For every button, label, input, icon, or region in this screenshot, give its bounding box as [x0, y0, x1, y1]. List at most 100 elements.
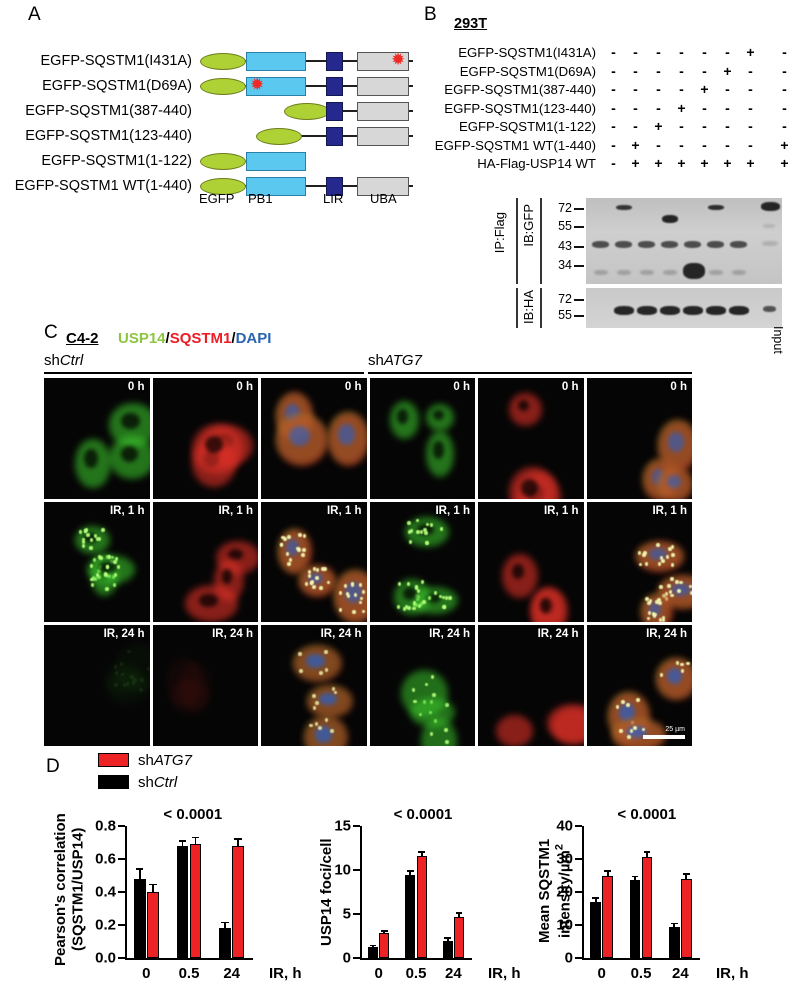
condition-row: EGFP-SQSTM1(D69A) - - - - - + - - — [420, 63, 800, 81]
foci-dot — [298, 652, 302, 657]
micrograph-timepoint: IR, 1 h — [652, 504, 687, 517]
foci-dot — [407, 530, 411, 535]
bar — [379, 933, 390, 958]
condition-signs: - - - + - - - - — [603, 100, 793, 118]
construct-diagram: ✹ — [198, 48, 420, 74]
blot-band — [662, 215, 678, 223]
foci-dot — [324, 717, 329, 722]
mw-marker: 72 — [558, 292, 572, 306]
foci-dot — [422, 599, 426, 604]
mw-tick — [574, 299, 584, 301]
mw-tick — [574, 226, 584, 228]
sign-minus: - — [782, 118, 787, 134]
y-tick — [353, 825, 360, 827]
foci-dot — [414, 585, 418, 590]
micrograph-cell: IR, 1 h — [586, 501, 692, 623]
y-tick-label: 0.4 — [95, 883, 116, 901]
micrograph-timepoint: IR, 1 h — [326, 504, 362, 517]
foci-dot — [312, 705, 317, 710]
domain-lir — [326, 127, 343, 146]
fluorescence-blob — [289, 425, 310, 446]
nucleus-region — [521, 478, 539, 497]
foci-dot — [81, 543, 86, 548]
foci-dot — [116, 565, 121, 569]
x-tick-label: 0.5 — [630, 965, 652, 982]
construct-diagram — [198, 98, 420, 124]
foci-dot — [444, 727, 448, 732]
blot-band — [640, 270, 654, 275]
x-tick-label: 0 — [374, 965, 383, 982]
y-tick — [118, 825, 125, 827]
fluorescence-blob — [318, 692, 337, 706]
foci-dot — [671, 552, 675, 557]
micrograph-cell: 0 h — [44, 378, 150, 499]
sign-minus: - — [611, 136, 616, 153]
micrograph-timepoint: 0 h — [236, 381, 253, 393]
ip-flag-label: IP:Flag — [492, 212, 507, 254]
foci-dot — [318, 726, 322, 731]
bar — [147, 892, 159, 958]
domain-uba — [357, 52, 409, 71]
foci-dot — [99, 555, 103, 560]
foci-dot — [120, 662, 124, 666]
foci-dot — [425, 540, 430, 545]
foci-dot — [619, 728, 623, 733]
shatg7-prefix: sh — [368, 352, 384, 369]
sign-minus: - — [702, 44, 707, 60]
foci-dot — [448, 595, 452, 600]
condition-row-label: EGFP-SQSTM1(I431A) — [458, 45, 596, 61]
condition-row-label: EGFP-SQSTM1 WT(1-440) — [434, 137, 596, 153]
blot-band — [617, 270, 631, 275]
foci-dot — [429, 523, 434, 527]
foci-dot — [104, 571, 108, 576]
fluorescence-blob — [618, 703, 636, 723]
construct-backbone — [300, 135, 413, 137]
foci-dot — [131, 680, 136, 685]
foci-dot — [361, 609, 365, 614]
sign-plus: + — [654, 118, 663, 134]
domain-uba — [357, 102, 409, 121]
foci-dot — [658, 601, 662, 606]
construct-label: EGFP-SQSTM1(123-440) — [25, 128, 192, 144]
foci-dot — [113, 665, 117, 669]
sign-plus: + — [746, 44, 755, 60]
y-tick-label: 0.0 — [95, 949, 116, 967]
error-bar — [458, 913, 460, 917]
construct-row: EGFP-SQSTM1(I431A) ✹ — [0, 48, 420, 74]
sign-plus: + — [631, 136, 640, 153]
nucleus-region — [199, 593, 219, 607]
micrograph-cell: 0 h — [152, 378, 258, 499]
foci-dot — [279, 542, 283, 547]
error-bar — [634, 877, 636, 881]
sign-minus: - — [679, 118, 684, 134]
foci-dot — [647, 616, 651, 621]
legend-row-shatg7: shATG7 — [98, 750, 192, 770]
foci-dot — [358, 600, 362, 605]
domain-lir — [326, 177, 343, 196]
sign-minus: - — [679, 136, 684, 153]
fluorescence-blob — [166, 657, 203, 707]
mw-marker: 55 — [558, 308, 572, 322]
blot-band — [729, 306, 749, 315]
foci-dot — [319, 586, 323, 591]
sign-minus: - — [611, 81, 616, 97]
foci-dot — [432, 692, 436, 697]
x-axis — [582, 958, 700, 960]
foci-dot — [659, 585, 663, 590]
foci-dot — [93, 534, 97, 539]
condition-row-label: EGFP-SQSTM1(D69A) — [459, 63, 596, 79]
domain-lir — [326, 52, 343, 71]
condition-label-shctrl: shCtrl — [44, 352, 83, 369]
foci-dot — [668, 589, 673, 594]
channel-label-usp14: USP14 — [118, 330, 166, 347]
micrograph-cell: IR, 24 h — [369, 625, 475, 746]
input-lane-label: Input — [771, 326, 785, 354]
domain-egfp — [200, 178, 246, 195]
y-tick-label: 40 — [556, 817, 573, 835]
error-bar-cap — [670, 922, 678, 925]
foci-dot — [670, 593, 674, 598]
mw-marker: 55 — [558, 219, 572, 233]
mutation-star-icon: ✹ — [391, 50, 406, 70]
error-bar-cap — [631, 875, 639, 878]
y-tick — [575, 825, 582, 827]
